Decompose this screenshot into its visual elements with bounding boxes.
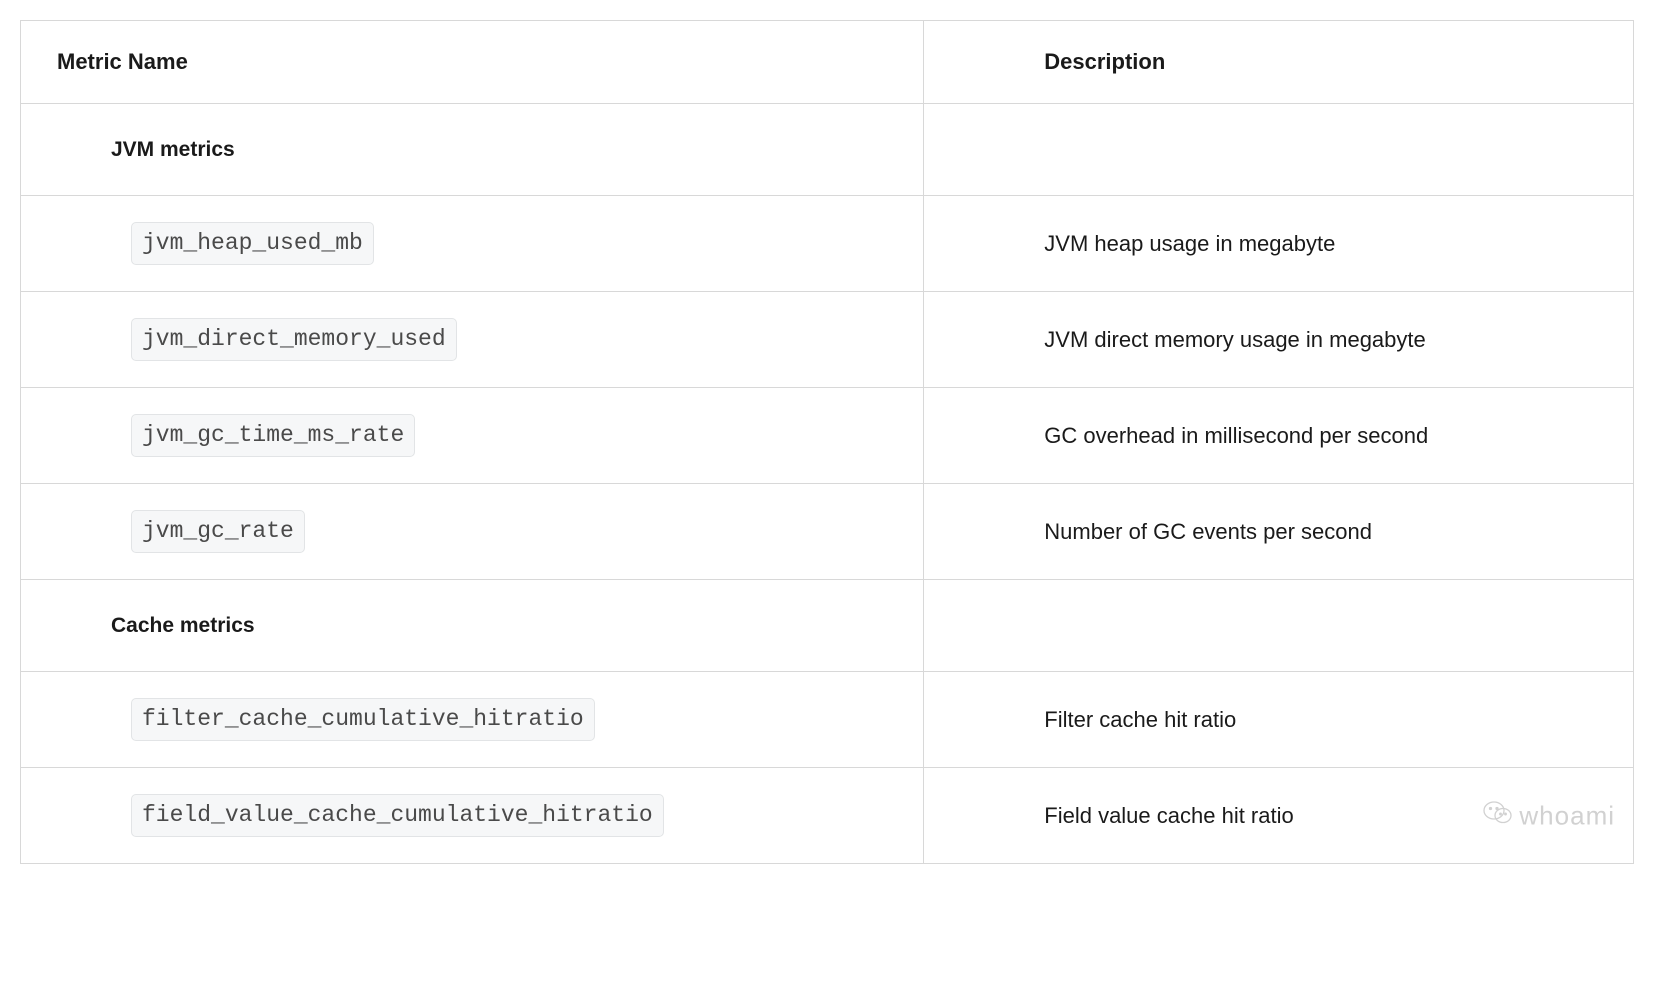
table-body: JVM metrics jvm_heap_used_mb JVM heap us…	[21, 104, 1634, 864]
metric-name-cell: jvm_direct_memory_used	[21, 292, 924, 388]
section-title: Cache metrics	[21, 580, 924, 672]
metric-code: jvm_gc_time_ms_rate	[131, 414, 415, 456]
table-row: jvm_heap_used_mb JVM heap usage in megab…	[21, 196, 1634, 292]
section-title-empty	[924, 104, 1634, 196]
metric-description-text: Field value cache hit ratio	[1044, 803, 1293, 828]
metrics-table-container: Metric Name Description JVM metrics jvm_…	[20, 20, 1634, 864]
metric-name-cell: jvm_gc_rate	[21, 484, 924, 580]
metric-description-cell: Number of GC events per second	[924, 484, 1634, 580]
section-header-row: Cache metrics	[21, 580, 1634, 672]
table-row: jvm_direct_memory_used JVM direct memory…	[21, 292, 1634, 388]
watermark: whoami	[1483, 799, 1615, 832]
metric-code: jvm_direct_memory_used	[131, 318, 457, 360]
metric-description-cell: JVM direct memory usage in megabyte	[924, 292, 1634, 388]
column-header-metric-name: Metric Name	[21, 21, 924, 104]
metric-name-cell: field_value_cache_cumulative_hitratio	[21, 768, 924, 864]
wechat-icon	[1483, 799, 1513, 832]
table-row: jvm_gc_time_ms_rate GC overhead in milli…	[21, 388, 1634, 484]
metric-name-cell: jvm_gc_time_ms_rate	[21, 388, 924, 484]
section-title-empty	[924, 580, 1634, 672]
section-title: JVM metrics	[21, 104, 924, 196]
metrics-table: Metric Name Description JVM metrics jvm_…	[20, 20, 1634, 864]
metric-description-cell: GC overhead in millisecond per second	[924, 388, 1634, 484]
metric-description-cell: JVM heap usage in megabyte	[924, 196, 1634, 292]
metric-description-cell: Filter cache hit ratio	[924, 672, 1634, 768]
column-header-description: Description	[924, 21, 1634, 104]
watermark-label: whoami	[1519, 800, 1615, 831]
metric-name-cell: jvm_heap_used_mb	[21, 196, 924, 292]
metric-code: jvm_heap_used_mb	[131, 222, 374, 264]
section-header-row: JVM metrics	[21, 104, 1634, 196]
metric-name-cell: filter_cache_cumulative_hitratio	[21, 672, 924, 768]
metric-code: filter_cache_cumulative_hitratio	[131, 698, 595, 740]
table-row: jvm_gc_rate Number of GC events per seco…	[21, 484, 1634, 580]
metric-code: jvm_gc_rate	[131, 510, 305, 552]
table-row: field_value_cache_cumulative_hitratio Fi…	[21, 768, 1634, 864]
metric-description-cell: Field value cache hit ratio	[924, 768, 1634, 864]
metric-code: field_value_cache_cumulative_hitratio	[131, 794, 664, 836]
table-row: filter_cache_cumulative_hitratio Filter …	[21, 672, 1634, 768]
table-header-row: Metric Name Description	[21, 21, 1634, 104]
